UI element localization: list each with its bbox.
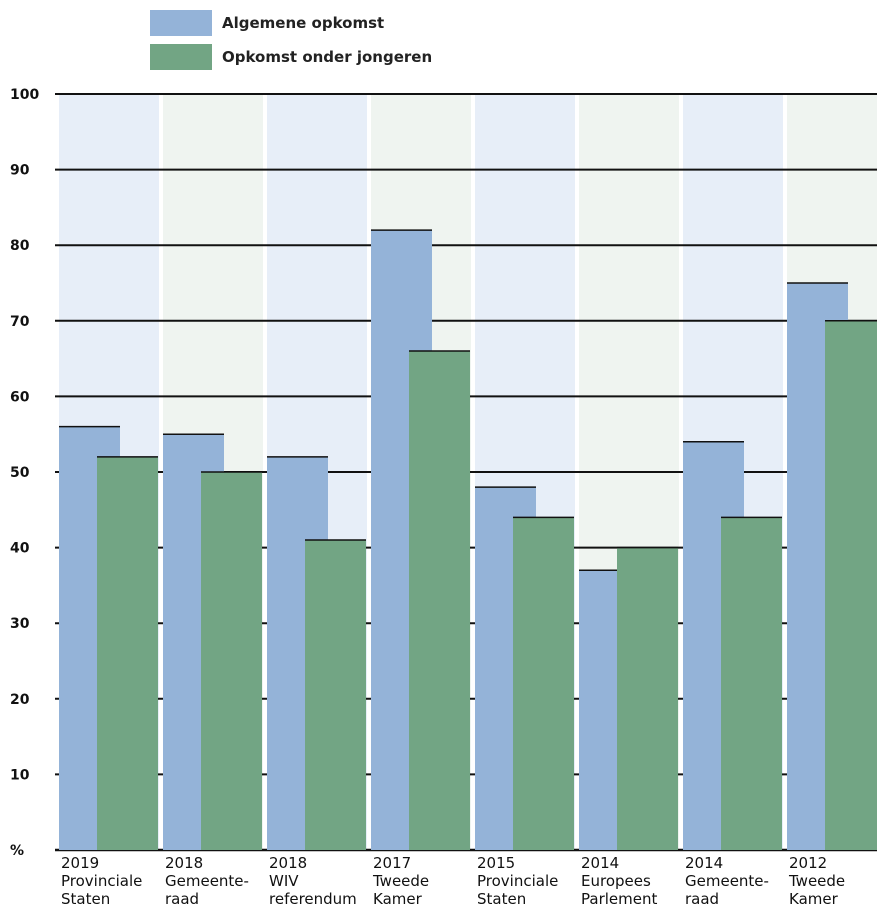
y-tick-label: 50 — [10, 465, 30, 481]
category-label: 2017 — [373, 854, 411, 872]
y-tick-label: 80 — [10, 238, 30, 254]
category-label: WIV — [269, 872, 299, 890]
bar-opkomst-jongeren — [305, 540, 366, 850]
category-label: 2014 — [685, 854, 723, 872]
category-label: referendum — [269, 890, 357, 908]
y-tick-label: % — [10, 843, 24, 859]
category-label: Gemeente- — [165, 872, 249, 890]
category-label: Tweede — [788, 872, 845, 890]
category-label: Gemeente- — [685, 872, 769, 890]
legend-swatch-jongeren — [150, 44, 212, 70]
bar-opkomst-jongeren — [97, 456, 158, 850]
category-label: 2014 — [581, 854, 619, 872]
category-label: Kamer — [789, 890, 839, 908]
legend-label-jongeren: Opkomst onder jongeren — [222, 48, 433, 66]
category-label: Kamer — [373, 890, 423, 908]
category-label: Europees — [581, 872, 651, 890]
category-label: Tweede — [372, 872, 429, 890]
category-label: 2012 — [789, 854, 827, 872]
y-tick-label: 60 — [10, 389, 30, 405]
y-tick-label: 40 — [10, 541, 30, 557]
bar-opkomst-jongeren — [721, 517, 782, 850]
legend-swatch-algemene — [150, 10, 212, 36]
y-tick-label: 70 — [10, 314, 30, 330]
legend-item-jongeren: Opkomst onder jongeren — [150, 44, 432, 70]
y-tick-label: 20 — [10, 692, 30, 708]
legend-label-algemene: Algemene opkomst — [222, 14, 385, 32]
category-label: Provinciale — [477, 872, 558, 890]
bar-opkomst-jongeren — [409, 351, 470, 850]
bar-opkomst-jongeren — [201, 472, 262, 850]
y-tick-label: 30 — [10, 616, 30, 632]
category-label: raad — [685, 890, 719, 908]
category-label: raad — [165, 890, 199, 908]
legend-item-algemene: Algemene opkomst — [150, 10, 432, 36]
category-label: Staten — [61, 890, 110, 908]
bar-opkomst-jongeren — [513, 517, 574, 850]
bar-opkomst-jongeren — [617, 547, 678, 850]
category-label: 2018 — [269, 854, 307, 872]
legend: Algemene opkomst Opkomst onder jongeren — [150, 10, 432, 78]
category-label: Parlement — [581, 890, 657, 908]
bar-opkomst-jongeren — [825, 320, 877, 850]
category-label: Provinciale — [61, 872, 142, 890]
category-label: 2019 — [61, 854, 99, 872]
y-tick-label: 90 — [10, 163, 30, 179]
y-tick-label: 10 — [10, 767, 30, 783]
category-label: 2018 — [165, 854, 203, 872]
category-label: Staten — [477, 890, 526, 908]
category-label: 2015 — [477, 854, 515, 872]
y-tick-label: 100 — [10, 87, 39, 103]
